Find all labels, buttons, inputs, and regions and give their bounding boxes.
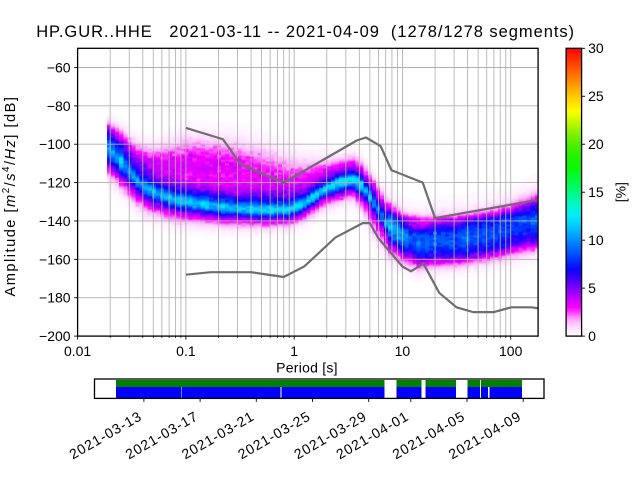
svg-text:0.01: 0.01 — [64, 343, 91, 359]
svg-text:1: 1 — [290, 343, 298, 359]
svg-text:30: 30 — [588, 40, 604, 56]
svg-text:20: 20 — [588, 136, 604, 152]
svg-text:[%]: [%] — [612, 182, 628, 202]
svg-text:0: 0 — [588, 328, 596, 344]
svg-text:10: 10 — [588, 232, 604, 248]
svg-text:−140: −140 — [39, 213, 71, 229]
svg-text:−160: −160 — [39, 251, 71, 267]
svg-text:−180: −180 — [39, 290, 71, 306]
svg-text:15: 15 — [588, 184, 604, 200]
svg-text:Period [s]: Period [s] — [276, 360, 338, 376]
svg-text:100: 100 — [499, 343, 523, 359]
svg-text:−80: −80 — [47, 98, 71, 114]
svg-text:HP.GUR..HHE 2021-03-11 -- 20: HP.GUR..HHE 2021-03-11 -- 2021-04-09 (12… — [36, 23, 575, 41]
svg-text:−120: −120 — [39, 175, 71, 191]
svg-text:5: 5 — [588, 280, 596, 296]
svg-text:Amplitude [m2/s4/Hz] [dB]: Amplitude [m2/s4/Hz] [dB] — [1, 96, 19, 297]
svg-text:10: 10 — [395, 343, 411, 359]
svg-text:25: 25 — [588, 88, 604, 104]
svg-text:−100: −100 — [39, 136, 71, 152]
svg-text:−60: −60 — [47, 59, 71, 75]
svg-text:0.1: 0.1 — [176, 343, 196, 359]
svg-text:−200: −200 — [39, 328, 71, 344]
